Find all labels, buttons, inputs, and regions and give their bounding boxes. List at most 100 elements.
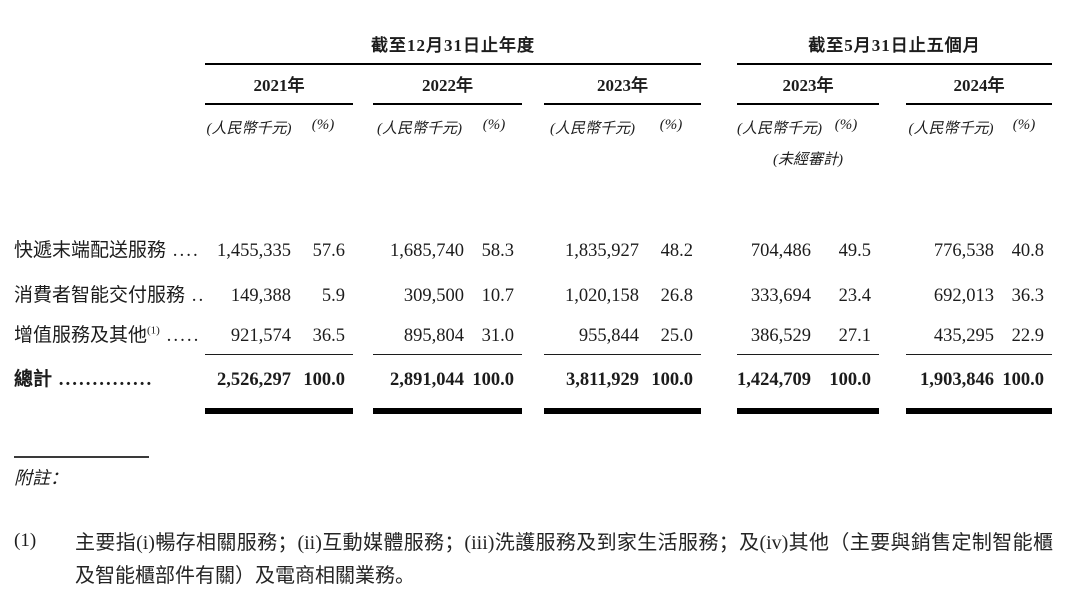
period-header-row: 截至12月31日止年度 截至5月31日止五個月 — [14, 30, 1052, 65]
unit-header: (人民幣千元) — [737, 121, 822, 137]
amount-cell: 895,804 — [373, 318, 466, 355]
pct-cell: 22.9 — [996, 318, 1052, 355]
pct-cell: 23.4 — [838, 286, 871, 306]
table-row-last-mile-delivery: 快遞末端配送服務 .... 1,455,335 57.6 1,685,740 5… — [14, 228, 1052, 273]
year-header-interim-2023: 2023年 — [737, 64, 879, 105]
notes-heading: 附註： — [14, 468, 68, 488]
row-label: 快遞末端配送服務 .... — [14, 240, 200, 261]
year-header-row: 2021年 2022年 2023年 2023年 2024年 — [14, 64, 1052, 105]
total-pct-cell: 100.0 — [472, 370, 514, 390]
pct-cell: 49.5 — [838, 241, 871, 261]
year-header-interim-2024: 2024年 — [906, 64, 1052, 105]
column-gap — [879, 64, 906, 104]
amount-cell: 955,844 — [544, 318, 641, 355]
dot-leader: .............. — [52, 369, 154, 390]
total-rule — [544, 400, 641, 414]
pct-cell: 25.0 — [641, 318, 701, 355]
total-rule — [205, 400, 293, 414]
total-amount-cell: 3,811,929 — [566, 370, 639, 390]
dot-leader: .. — [185, 285, 206, 306]
total-rule — [813, 400, 879, 414]
amount-cell: 333,694 — [750, 286, 811, 306]
amount-cell: 921,574 — [205, 318, 293, 355]
amount-cell: 149,388 — [230, 286, 291, 306]
amount-cell: 692,013 — [933, 286, 994, 306]
total-pct-cell: 100.0 — [303, 370, 345, 390]
table-row-smart-delivery: 消費者智能交付服務 .. 149,388 5.9 309,500 10.7 1,… — [14, 273, 1052, 318]
amount-cell: 704,486 — [750, 241, 811, 261]
table-row-value-added-services: 增值服務及其他(1) ..... 921,574 36.5 895,804 31… — [14, 318, 1052, 355]
pct-cell: 40.8 — [1011, 241, 1044, 261]
total-amount-cell: 1,424,709 — [737, 370, 811, 390]
total-row-label: 總計 .............. — [14, 369, 154, 390]
total-pct-cell: 100.0 — [1002, 370, 1044, 390]
total-rule — [373, 400, 466, 414]
column-gap — [522, 64, 544, 104]
row-label: 增值服務及其他(1) ..... — [14, 324, 201, 346]
unaudited-note: (未經審計) — [773, 152, 843, 168]
table-row-total: 總計 .............. 2,526,297 100.0 2,891,… — [14, 354, 1052, 400]
pct-cell: 31.0 — [466, 318, 522, 355]
total-rule — [466, 400, 522, 414]
spacer-row — [14, 178, 1052, 228]
amount-cell: 1,020,158 — [565, 286, 639, 306]
note-text: 主要指(i)暢存相關服務；(ii)互動媒體服務；(iii)洗護服務及到家生活服務… — [75, 532, 1053, 587]
pct-cell: 5.9 — [321, 286, 345, 306]
note-item: (1) 主要指(i)暢存相關服務；(ii)互動媒體服務；(iii)洗護服務及到家… — [14, 527, 1060, 593]
pct-cell: 10.7 — [481, 286, 514, 306]
total-rule — [641, 400, 701, 414]
amount-cell: 309,500 — [403, 286, 464, 306]
period-header-interim: 截至5月31日止五個月 — [737, 30, 1052, 65]
total-rule — [906, 400, 996, 414]
column-gap — [701, 64, 737, 104]
pct-cell: 36.5 — [293, 318, 353, 355]
pct-cell: 58.3 — [481, 241, 514, 261]
total-double-rule-row — [14, 400, 1052, 414]
revenue-breakdown-table: 截至12月31日止年度 截至5月31日止五個月 2021年 2022年 2023… — [14, 30, 1052, 414]
dot-leader: .... — [166, 240, 200, 261]
total-rule — [293, 400, 353, 414]
pct-header: (%) — [482, 117, 506, 133]
total-amount-cell: 2,891,044 — [390, 370, 464, 390]
pct-cell: 26.8 — [660, 286, 693, 306]
pct-header: (%) — [659, 117, 683, 133]
pct-cell: 48.2 — [660, 241, 693, 261]
total-pct-cell: 100.0 — [651, 370, 693, 390]
pct-header: (%) — [834, 117, 858, 133]
amount-cell: 1,455,335 — [217, 241, 291, 261]
unaudited-row: (未經審計) — [14, 144, 1052, 178]
unit-header: (人民幣千元) — [377, 121, 462, 137]
notes-divider — [14, 456, 149, 458]
unit-header-row: (人民幣千元) (%) (人民幣千元) (%) (人民幣千元) (%) (人民幣… — [14, 104, 1052, 144]
footnote-ref: (1) — [147, 324, 160, 337]
column-gap — [353, 64, 373, 104]
year-header-2022: 2022年 — [373, 64, 522, 105]
amount-cell: 1,835,927 — [565, 241, 639, 261]
pct-cell: 27.1 — [813, 318, 879, 355]
unit-header: (人民幣千元) — [206, 121, 292, 137]
dot-leader: ..... — [159, 325, 201, 346]
pct-cell: 36.3 — [1011, 286, 1044, 306]
column-gap — [701, 30, 737, 64]
pct-header: (%) — [1012, 117, 1036, 133]
unit-header: (人民幣千元) — [550, 121, 635, 137]
year-header-2023: 2023年 — [544, 64, 701, 105]
label-column-header — [14, 30, 205, 64]
period-header-annual: 截至12月31日止年度 — [205, 30, 701, 65]
amount-cell: 435,295 — [906, 318, 996, 355]
amount-cell: 776,538 — [933, 241, 994, 261]
pct-cell: 57.6 — [312, 241, 345, 261]
amount-cell: 1,685,740 — [390, 241, 464, 261]
total-amount-cell: 2,526,297 — [217, 370, 291, 390]
year-header-2021: 2021年 — [205, 64, 353, 105]
pct-header: (%) — [311, 117, 335, 133]
unit-header: (人民幣千元) — [908, 121, 994, 137]
total-pct-cell: 100.0 — [829, 370, 871, 390]
note-marker: (1) — [14, 530, 37, 551]
total-amount-cell: 1,903,846 — [920, 370, 994, 390]
amount-cell: 386,529 — [737, 318, 813, 355]
row-label: 消費者智能交付服務 .. — [14, 285, 206, 306]
total-rule — [737, 400, 813, 414]
total-rule — [996, 400, 1052, 414]
